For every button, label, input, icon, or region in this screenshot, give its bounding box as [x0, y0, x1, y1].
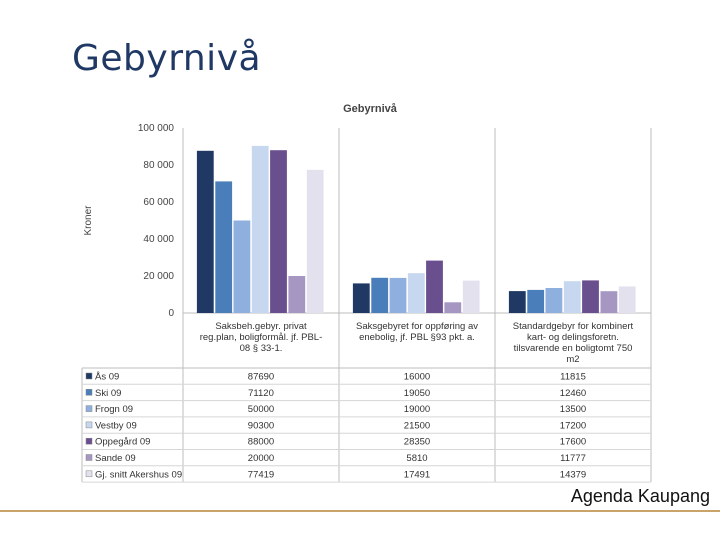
legend-swatch — [85, 405, 93, 412]
bar — [563, 281, 581, 313]
legend-label: Gj. snitt Akershus 09 — [95, 469, 182, 480]
bar — [545, 288, 563, 313]
legend-swatch — [85, 454, 93, 461]
y-tick-label: 20 000 — [143, 271, 174, 282]
bar — [352, 283, 370, 313]
category-label: reg.plan, boligformål. jf. PBL- — [200, 332, 323, 343]
data-label: 50000 — [248, 404, 274, 415]
category-label: m2 — [566, 354, 579, 365]
legend-label: Sande 09 — [95, 453, 136, 464]
bar — [407, 273, 425, 313]
category-label: Saksbeh.gebyr. privat — [215, 321, 307, 332]
bar — [389, 277, 407, 313]
category-label: enebolig, jf. PBL §93 pkt. a. — [359, 332, 475, 343]
data-label: 14379 — [560, 469, 586, 480]
data-label: 11815 — [560, 372, 586, 383]
legend-label: Ås 09 — [95, 372, 119, 383]
data-label: 17600 — [560, 437, 586, 448]
footer-divider — [0, 510, 720, 512]
bar — [270, 150, 287, 313]
bar — [582, 280, 599, 313]
bar — [618, 286, 636, 313]
data-label: 12460 — [560, 388, 586, 399]
legend-swatch — [85, 389, 93, 396]
legend-label: Frogn 09 — [95, 404, 133, 415]
category-label: 08 § 33-1. — [240, 343, 283, 354]
slide-title: Gebyrnivå — [72, 38, 262, 79]
data-label: 16000 — [404, 372, 430, 383]
category-label: tilsvarende en boligtomt 750 — [514, 343, 633, 354]
bar — [215, 181, 233, 313]
data-label: 11777 — [560, 453, 586, 464]
data-label: 90300 — [248, 420, 274, 431]
category-label: Standardgebyr for kombinert — [513, 321, 634, 332]
chart-title: Gebyrnivå — [343, 103, 398, 115]
y-tick-label: 0 — [168, 308, 174, 319]
bar — [444, 302, 462, 313]
data-label: 28350 — [404, 437, 430, 448]
legend-swatch — [85, 470, 93, 478]
bar — [508, 291, 526, 313]
data-label: 87690 — [248, 372, 274, 383]
bar — [426, 260, 443, 313]
y-tick-label: 100 000 — [138, 123, 175, 134]
data-label: 21500 — [404, 420, 430, 431]
data-label: 13500 — [560, 404, 586, 415]
data-label: 19050 — [404, 388, 430, 399]
data-label: 19000 — [404, 404, 430, 415]
bar — [251, 145, 269, 313]
y-tick-label: 80 000 — [143, 160, 174, 171]
data-label: 17491 — [404, 469, 430, 480]
bar — [288, 276, 306, 313]
bar — [371, 277, 389, 313]
y-tick-label: 60 000 — [143, 197, 174, 208]
bar — [600, 291, 618, 313]
legend-label: Ski 09 — [95, 388, 121, 399]
bar — [233, 220, 251, 313]
y-tick-label: 40 000 — [143, 234, 174, 245]
y-axis-label: Kroner — [83, 205, 94, 236]
bar — [462, 280, 480, 313]
data-label: 88000 — [248, 437, 274, 448]
legend-swatch — [85, 421, 93, 429]
legend-swatch — [85, 437, 93, 445]
legend-label: Oppegård 09 — [95, 437, 150, 448]
data-label: 5810 — [406, 453, 427, 464]
data-label: 71120 — [248, 388, 274, 399]
legend-swatch — [85, 372, 93, 380]
data-label: 77419 — [248, 469, 274, 480]
bar — [306, 169, 324, 313]
legend-label: Vestby 09 — [95, 420, 137, 431]
data-label: 17200 — [560, 420, 586, 431]
category-label: Saksgebyret for oppføring av — [356, 321, 478, 332]
category-label: kart- og delingsforetn. — [527, 332, 619, 343]
data-label: 20000 — [248, 453, 274, 464]
footer-brand: Agenda Kaupang — [570, 486, 710, 506]
bar — [527, 289, 545, 313]
bar — [196, 150, 214, 313]
